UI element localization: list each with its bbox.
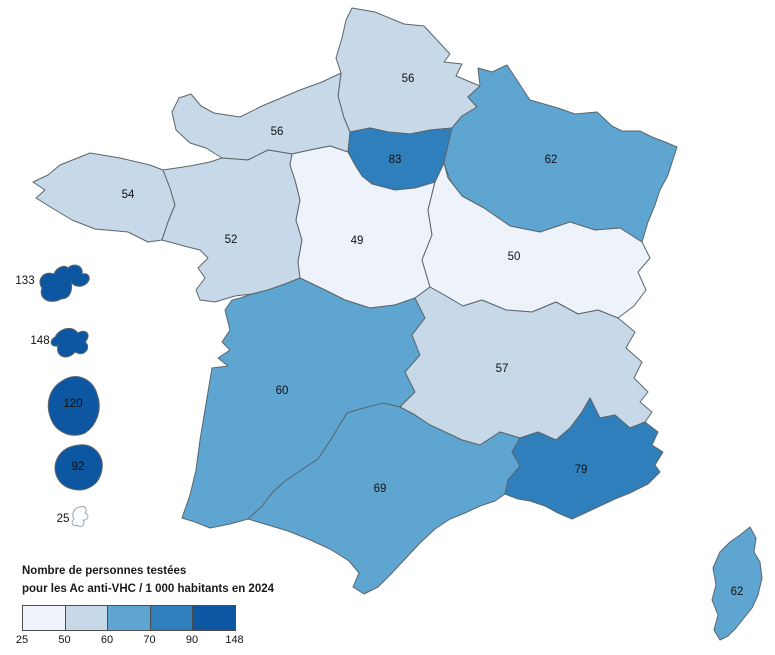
region-guyane[interactable]	[47, 376, 100, 436]
region-value-label-centre-val-de-loire: 49	[351, 235, 364, 247]
region-value-label-pays-de-la-loire: 52	[225, 234, 238, 246]
legend-swatch-1	[64, 605, 108, 631]
region-value-label-ile-de-france: 83	[389, 154, 402, 166]
legend-swatch-3	[149, 605, 193, 631]
region-value-label-occitanie: 69	[374, 483, 387, 495]
region-value-label-provence-alpes-cote-d-azur: 79	[575, 464, 588, 476]
legend-title-line1: Nombre de personnes testées	[22, 565, 187, 577]
region-value-label-hauts-de-france: 56	[402, 73, 415, 85]
region-guadeloupe[interactable]	[39, 264, 90, 302]
legend-tick-90: 90	[185, 634, 199, 646]
region-occitanie[interactable]	[247, 402, 521, 595]
region-value-label-corse: 62	[731, 586, 744, 598]
legend: Nombre de personnes testées pour les Ac …	[16, 562, 282, 650]
legend-tick-60: 60	[100, 634, 114, 646]
legend-tick-50: 50	[58, 634, 71, 646]
region-hauts-de-france[interactable]	[335, 7, 481, 135]
region-value-label-grand-est: 62	[545, 154, 558, 166]
legend-tick-labels: 25 50 60 70 90 148	[16, 634, 282, 650]
legend-title-line2: pour les Ac anti-VHC / 1 000 habitants e…	[22, 583, 275, 595]
region-value-label-bourgogne-franche-comte: 50	[508, 251, 521, 263]
region-value-label-guyane: 120	[63, 398, 82, 410]
region-la-reunion[interactable]	[54, 444, 103, 491]
legend-swatch-2	[107, 605, 151, 631]
region-value-label-normandie: 56	[271, 126, 284, 138]
labels-layer: 56 56 54 52 83 62 49 50 60 57 69 79 62 133 148 120 92 25	[15, 73, 743, 598]
region-value-label-nouvelle-aquitaine: 60	[276, 385, 289, 397]
region-provence-alpes-cote-d-azur[interactable]	[504, 397, 664, 520]
region-value-label-martinique: 148	[30, 335, 49, 347]
region-mayotte[interactable]	[71, 506, 89, 528]
region-bretagne[interactable]	[32, 152, 176, 243]
region-corse[interactable]	[711, 526, 763, 641]
regions-layer	[32, 7, 763, 641]
legend-tick-25: 25	[15, 634, 29, 646]
legend-swatch-4	[192, 605, 236, 631]
region-value-label-guadeloupe: 133	[15, 275, 34, 287]
legend-tick-148: 148	[225, 634, 244, 646]
region-value-label-auvergne-rhone-alpes: 57	[496, 363, 509, 375]
legend-tick-70: 70	[143, 634, 156, 646]
region-martinique[interactable]	[50, 327, 89, 358]
legend-swatch-0	[22, 605, 66, 631]
region-value-label-mayotte: 25	[57, 513, 70, 525]
region-pays-de-la-loire[interactable]	[161, 149, 303, 303]
region-value-label-bretagne: 54	[122, 189, 135, 201]
legend-color-scale	[22, 605, 282, 631]
region-value-label-la-reunion: 92	[72, 461, 85, 473]
